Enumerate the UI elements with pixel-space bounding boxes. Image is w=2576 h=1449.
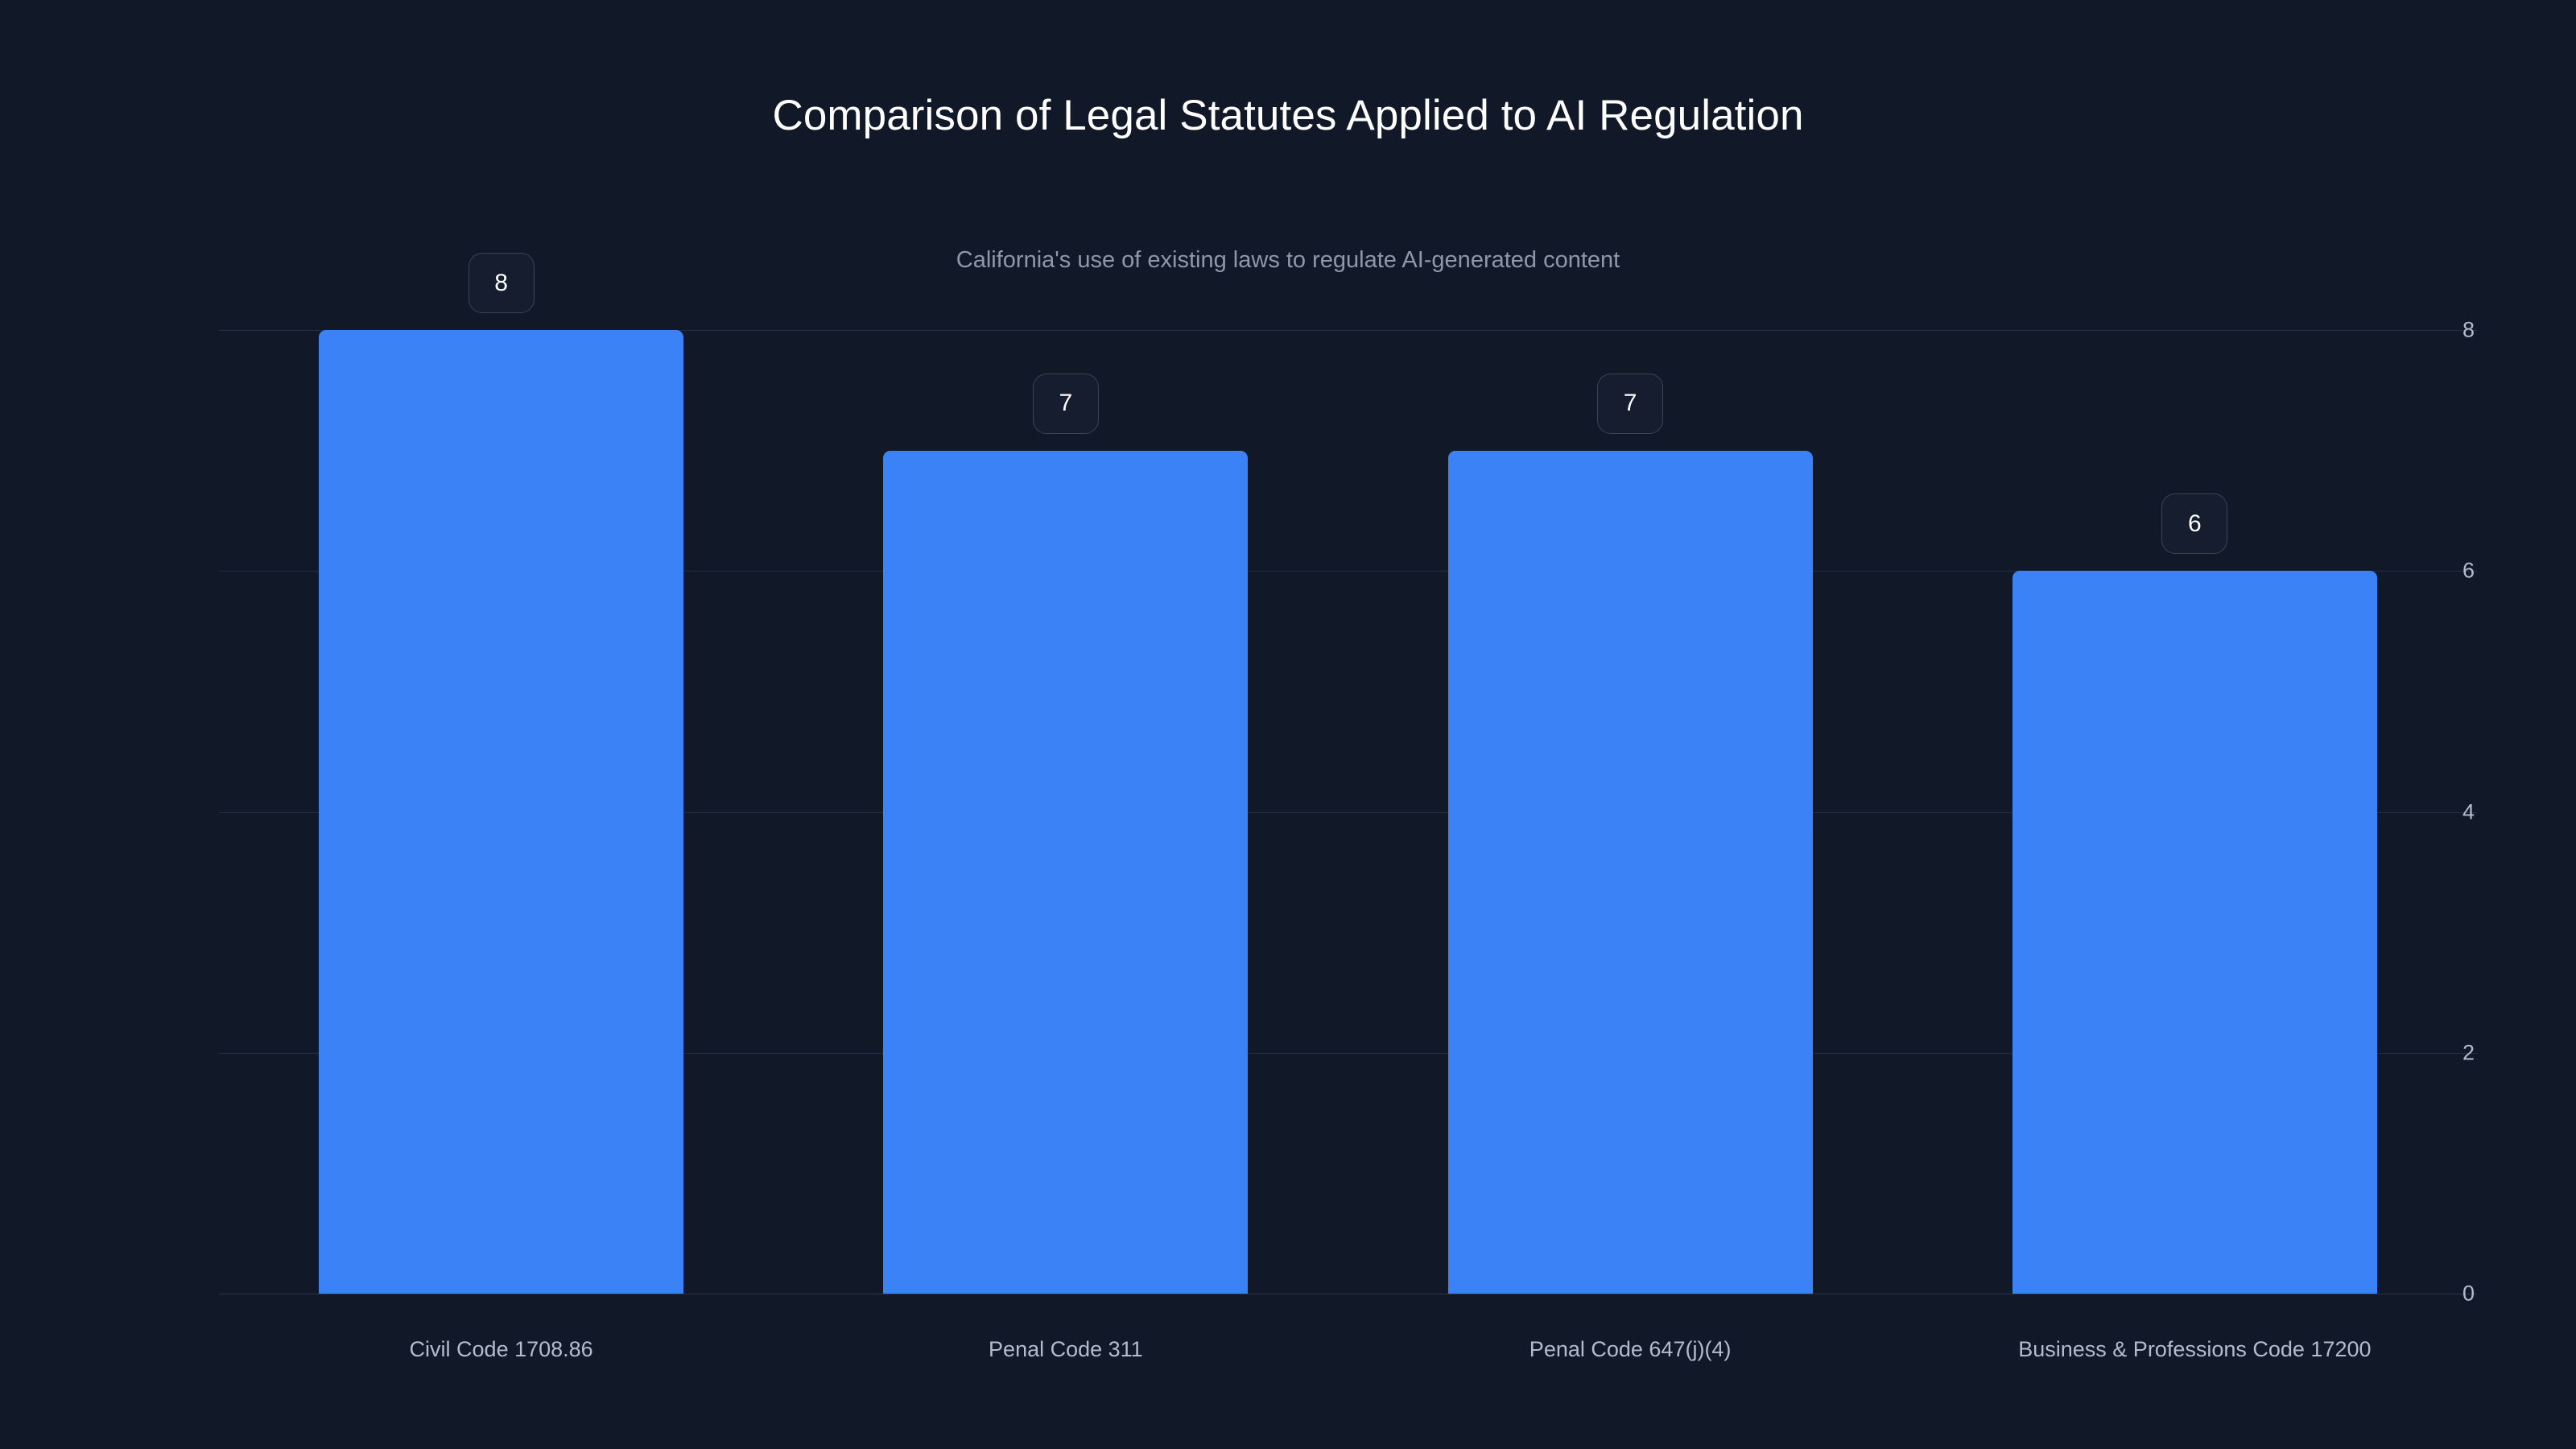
y-axis-tick-label: 2 <box>2462 1040 2475 1065</box>
gridline <box>219 811 2477 813</box>
gridline <box>219 330 2477 331</box>
chart-subtitle: California's use of existing laws to reg… <box>956 247 1620 273</box>
bar[interactable] <box>319 330 684 1294</box>
x-axis-tick-label: Civil Code 1708.86 <box>409 1337 593 1361</box>
y-axis-tick-label: 8 <box>2462 317 2475 342</box>
gridline <box>219 571 2477 572</box>
bar-value-badge: 7 <box>1032 373 1099 434</box>
bar-value-badge: 7 <box>1597 373 1664 434</box>
bar-value-badge: 6 <box>2161 493 2228 555</box>
x-axis-tick-label: Penal Code 311 <box>989 1337 1143 1361</box>
chart-title: Comparison of Legal Statutes Applied to … <box>772 92 1804 139</box>
x-axis-tick-label: Penal Code 647(j)(4) <box>1529 1337 1732 1361</box>
gridline <box>219 1052 2477 1054</box>
bar[interactable] <box>883 450 1249 1294</box>
y-axis-tick-label: 6 <box>2462 558 2475 583</box>
plot-area: 0 2 4 6 8 <box>219 318 2477 1306</box>
bar[interactable] <box>2012 571 2377 1294</box>
y-axis-tick-label: 4 <box>2462 799 2475 824</box>
y-axis-tick-label: 0 <box>2462 1281 2475 1306</box>
bar[interactable] <box>1447 450 1813 1294</box>
bar-value-badge: 8 <box>468 253 535 313</box>
x-axis-tick-label: Business & Professions Code 17200 <box>2018 1337 2372 1361</box>
